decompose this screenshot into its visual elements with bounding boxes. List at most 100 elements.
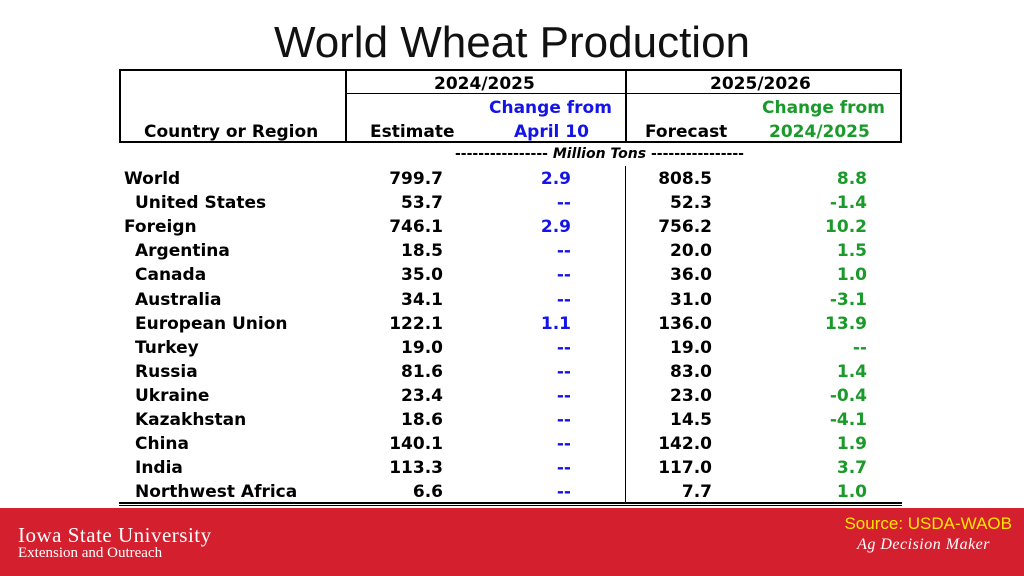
footer-bar: Iowa State University Extension and Outr… [0, 508, 1024, 576]
row-name: European Union [135, 313, 288, 334]
estimate-value: 18.5 [401, 241, 443, 262]
row-name: Russia [135, 361, 198, 382]
change-april-value: -- [556, 241, 571, 262]
estimate-value: 799.7 [389, 169, 443, 189]
forecast-value: 36.0 [670, 265, 712, 286]
change-april-value: -- [556, 458, 571, 479]
change-year-value: 1.0 [836, 265, 867, 286]
estimate-value: 19.0 [401, 337, 443, 358]
row-name: World [124, 169, 181, 189]
change-year-value: 1.9 [836, 434, 867, 455]
row-name: Argentina [135, 241, 230, 262]
estimate-value: 23.4 [401, 385, 443, 406]
column-divider [625, 166, 626, 502]
forecast-value: 756.2 [658, 217, 712, 238]
row-name: Australia [135, 289, 222, 310]
row-name: Foreign [124, 217, 197, 238]
change-april-value: -- [556, 434, 571, 455]
table-row: China 140.1 -- 142.0 1.9 [0, 432, 1024, 456]
row-name: Canada [135, 265, 207, 286]
change-year-value: -0.4 [829, 385, 867, 406]
estimate-value: 81.6 [401, 361, 443, 382]
table-row: Australia 34.1 -- 31.0 -3.1 [0, 288, 1024, 312]
page-title: World Wheat Production [273, 18, 751, 67]
header-bottom-border [119, 141, 902, 143]
units-dashes-right: ---------------- [650, 146, 744, 162]
header-year-2025-2026: 2025/2026 [710, 74, 811, 94]
header-country-or-region: Country or Region [144, 122, 319, 142]
source-note: Source: USDA-WAOB [844, 514, 1012, 533]
change-april-value: 2.9 [540, 217, 571, 238]
row-name: Northwest Africa [135, 482, 298, 503]
forecast-value: 7.7 [681, 482, 712, 503]
table-row: United States 53.7 -- 52.3 -1.4 [0, 191, 1024, 215]
change-year-value: 8.8 [836, 169, 867, 189]
header-estimate: Estimate [370, 122, 455, 142]
table-row: Turkey 19.0 -- 19.0 -- [0, 336, 1024, 360]
row-name: United States [135, 193, 267, 214]
table-row: Northwest Africa 6.6 -- 7.7 1.0 [0, 480, 1024, 504]
table-row: Ukraine 23.4 -- 23.0 -0.4 [0, 384, 1024, 408]
change-year-value: 3.7 [836, 458, 867, 479]
change-april-value: -- [556, 289, 571, 310]
table-row: Kazakhstan 18.6 -- 14.5 -4.1 [0, 408, 1024, 432]
estimate-value: 35.0 [401, 265, 443, 286]
estimate-value: 113.3 [389, 458, 443, 479]
change-year-value: -- [852, 337, 867, 358]
header-right-border [900, 69, 902, 143]
header-change-from-2: Change from [762, 98, 885, 118]
forecast-value: 31.0 [670, 289, 712, 310]
header-april-10: April 10 [514, 122, 589, 142]
table-row: Canada 35.0 -- 36.0 1.0 [0, 263, 1024, 287]
estimate-value: 53.7 [401, 193, 443, 214]
row-name: China [135, 434, 189, 455]
change-year-value: -3.1 [829, 289, 867, 310]
header-top-border [119, 69, 902, 71]
header-divider-1 [345, 69, 347, 143]
table-row: World 799.7 2.9 808.5 8.8 [0, 167, 1024, 191]
header-prev-year: 2024/2025 [769, 122, 870, 142]
estimate-value: 34.1 [401, 289, 443, 310]
change-year-value: 1.5 [836, 241, 867, 262]
header-year-2024-2025: 2024/2025 [434, 74, 535, 94]
row-name: India [135, 458, 183, 479]
change-april-value: -- [556, 361, 571, 382]
estimate-value: 18.6 [401, 410, 443, 430]
estimate-value: 140.1 [389, 434, 443, 455]
change-year-value: -4.1 [829, 410, 867, 430]
table-row: European Union 122.1 1.1 136.0 13.9 [0, 312, 1024, 336]
change-year-value: 1.4 [836, 361, 867, 382]
change-year-value: 10.2 [825, 217, 867, 238]
change-april-value: -- [556, 482, 571, 503]
forecast-value: 52.3 [670, 193, 712, 214]
forecast-value: 14.5 [670, 410, 712, 430]
header-middle-border [346, 93, 902, 94]
units-label: ---------------- Million Tons ----------… [455, 146, 744, 162]
table-row: India 113.3 -- 117.0 3.7 [0, 456, 1024, 480]
units-dashes-left: ---------------- [455, 146, 548, 162]
estimate-value: 122.1 [389, 313, 443, 334]
table-bottom-border [119, 502, 902, 504]
forecast-value: 142.0 [658, 434, 712, 455]
row-name: Turkey [135, 337, 199, 358]
institution-logo-text: Iowa State University [18, 523, 212, 547]
change-april-value: 1.1 [540, 313, 571, 334]
change-april-value: 2.9 [540, 169, 571, 189]
change-year-value: 1.0 [836, 482, 867, 503]
change-april-value: -- [556, 385, 571, 406]
change-april-value: -- [556, 265, 571, 286]
change-april-value: -- [556, 337, 571, 358]
change-april-value: -- [556, 410, 571, 430]
forecast-value: 136.0 [658, 313, 712, 334]
row-name: Kazakhstan [135, 410, 247, 430]
forecast-value: 19.0 [670, 337, 712, 358]
forecast-value: 117.0 [658, 458, 712, 479]
forecast-value: 20.0 [670, 241, 712, 262]
institution-unit: Extension and Outreach [18, 545, 163, 561]
row-name: Ukraine [135, 385, 210, 406]
table-row: Foreign 746.1 2.9 756.2 10.2 [0, 215, 1024, 239]
units-text: Million Tons [552, 146, 647, 162]
change-april-value: -- [556, 193, 571, 214]
header-left-border [119, 69, 121, 143]
table-row: Russia 81.6 -- 83.0 1.4 [0, 360, 1024, 384]
